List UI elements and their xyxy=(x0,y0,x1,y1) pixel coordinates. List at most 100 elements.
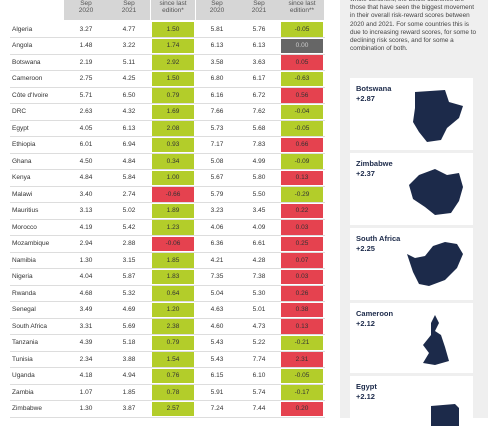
country-name: Cameroon xyxy=(12,75,43,83)
table-cell: 1.50 xyxy=(152,22,194,37)
table-cell: 7.35 xyxy=(210,273,224,281)
country-name: Botswana xyxy=(12,58,41,66)
sidebar-intro: whole continent, the below countries are… xyxy=(350,0,477,53)
table-cell: 4.28 xyxy=(252,256,266,264)
country-name: Egypt xyxy=(12,124,29,132)
table-cell: -0.05 xyxy=(281,121,323,136)
table-cell: 6.17 xyxy=(252,75,266,83)
row-divider xyxy=(10,416,325,418)
card-value: +2.37 xyxy=(356,169,375,178)
table-cell: -0.05 xyxy=(281,368,323,383)
column-header: Sep 2021 xyxy=(238,0,280,20)
table-cell: 4.06 xyxy=(210,223,224,231)
country-name: Algeria xyxy=(12,25,33,33)
row-divider xyxy=(10,37,325,38)
table-cell: 2.74 xyxy=(122,190,136,198)
table-cell: 0.03 xyxy=(281,220,323,235)
row-divider xyxy=(10,350,325,352)
table-cell: 1.48 xyxy=(79,42,93,50)
row-divider xyxy=(10,218,325,220)
column-header: Sep 2021 xyxy=(108,0,150,20)
table-cell: 2.34 xyxy=(79,355,93,363)
table-cell: 1.85 xyxy=(122,388,136,396)
table-cell: 0.64 xyxy=(152,286,194,301)
table-cell: 1.69 xyxy=(152,104,194,119)
table-cell: 5.42 xyxy=(122,223,136,231)
row-divider xyxy=(10,334,325,335)
card-value: +2.87 xyxy=(356,94,375,103)
table-cell: 2.57 xyxy=(152,401,194,416)
table-cell: 7.66 xyxy=(210,108,224,116)
country-name: Ethiopia xyxy=(12,141,36,149)
table-cell: 1.89 xyxy=(152,203,194,218)
table-cell: 0.78 xyxy=(152,385,194,400)
table-cell: 7.44 xyxy=(252,405,266,413)
map-icon xyxy=(407,242,463,286)
table-cell: 3.63 xyxy=(252,58,266,66)
card: Zimbabwe +2.37 xyxy=(350,153,473,225)
table-cell: 4.73 xyxy=(252,322,266,330)
country-name: Kenya xyxy=(12,174,31,182)
table-cell: 0.34 xyxy=(152,154,194,169)
table-cell: 4.60 xyxy=(210,322,224,330)
table-cell: -0.05 xyxy=(281,22,323,37)
table-cell: 0.66 xyxy=(281,137,323,152)
table-cell: -0.21 xyxy=(281,335,323,350)
column-header: since last edition** xyxy=(280,0,324,20)
table-cell: 4.39 xyxy=(79,339,93,347)
card-value: +2.12 xyxy=(356,319,375,328)
table-cell: 4.99 xyxy=(252,157,266,165)
table-cell: 4.68 xyxy=(79,289,93,297)
country-name: Côte d'Ivoire xyxy=(12,91,49,99)
table-cell: 4.04 xyxy=(79,273,93,281)
table-cell: -0.04 xyxy=(281,104,323,119)
table-cell: 5.02 xyxy=(122,207,136,215)
table-cell: 4.21 xyxy=(210,256,224,264)
row-divider xyxy=(10,317,325,319)
table-cell: 4.18 xyxy=(79,372,93,380)
table-cell: 7.38 xyxy=(252,273,266,281)
table-cell: 5.87 xyxy=(122,273,136,281)
table-cell: 5.76 xyxy=(252,25,266,33)
table-cell: 7.74 xyxy=(252,355,266,363)
table-cell: 5.73 xyxy=(210,124,224,132)
row-divider xyxy=(10,301,325,302)
table-cell: 5.67 xyxy=(210,174,224,182)
table-cell: 0.38 xyxy=(281,302,323,317)
table-cell: 5.22 xyxy=(252,339,266,347)
card: Botswana +2.87 xyxy=(350,78,473,150)
table-cell: 0.25 xyxy=(281,236,323,251)
table-cell: 1.20 xyxy=(152,302,194,317)
table-cell: 3.40 xyxy=(79,190,93,198)
table-cell: 5.50 xyxy=(252,190,266,198)
table-cell: 3.13 xyxy=(79,207,93,215)
table-cell: 0.79 xyxy=(152,335,194,350)
country-name: Zimbabwe xyxy=(12,405,42,413)
table-cell: 3.88 xyxy=(122,355,136,363)
table-cell: 2.63 xyxy=(79,108,93,116)
country-name: South Africa xyxy=(12,322,48,330)
row-divider xyxy=(10,53,325,55)
country-name: Namibia xyxy=(12,256,36,264)
map-icon xyxy=(413,90,463,142)
table-cell: 2.88 xyxy=(122,240,136,248)
country-name: Malawi xyxy=(12,190,33,198)
table-cell: 0.05 xyxy=(281,55,323,70)
table-cell: 5.91 xyxy=(210,388,224,396)
table-cell: 1.74 xyxy=(152,38,194,53)
table-cell: 5.43 xyxy=(210,339,224,347)
row-divider xyxy=(10,383,325,385)
table-cell: 5.71 xyxy=(79,91,93,99)
table-cell: 5.08 xyxy=(210,157,224,165)
country-name: Senegal xyxy=(12,306,36,314)
table-cell: 6.13 xyxy=(252,42,266,50)
row-divider xyxy=(10,202,325,203)
card: Egypt +2.12 xyxy=(350,376,473,426)
table-cell: 4.84 xyxy=(79,174,93,182)
table-cell: 1.30 xyxy=(79,256,93,264)
table-cell: 5.84 xyxy=(122,174,136,182)
table-cell: 5.69 xyxy=(122,322,136,330)
table-cell: 0.76 xyxy=(152,368,194,383)
card-value: +2.25 xyxy=(356,244,375,253)
map-icon xyxy=(423,315,449,365)
